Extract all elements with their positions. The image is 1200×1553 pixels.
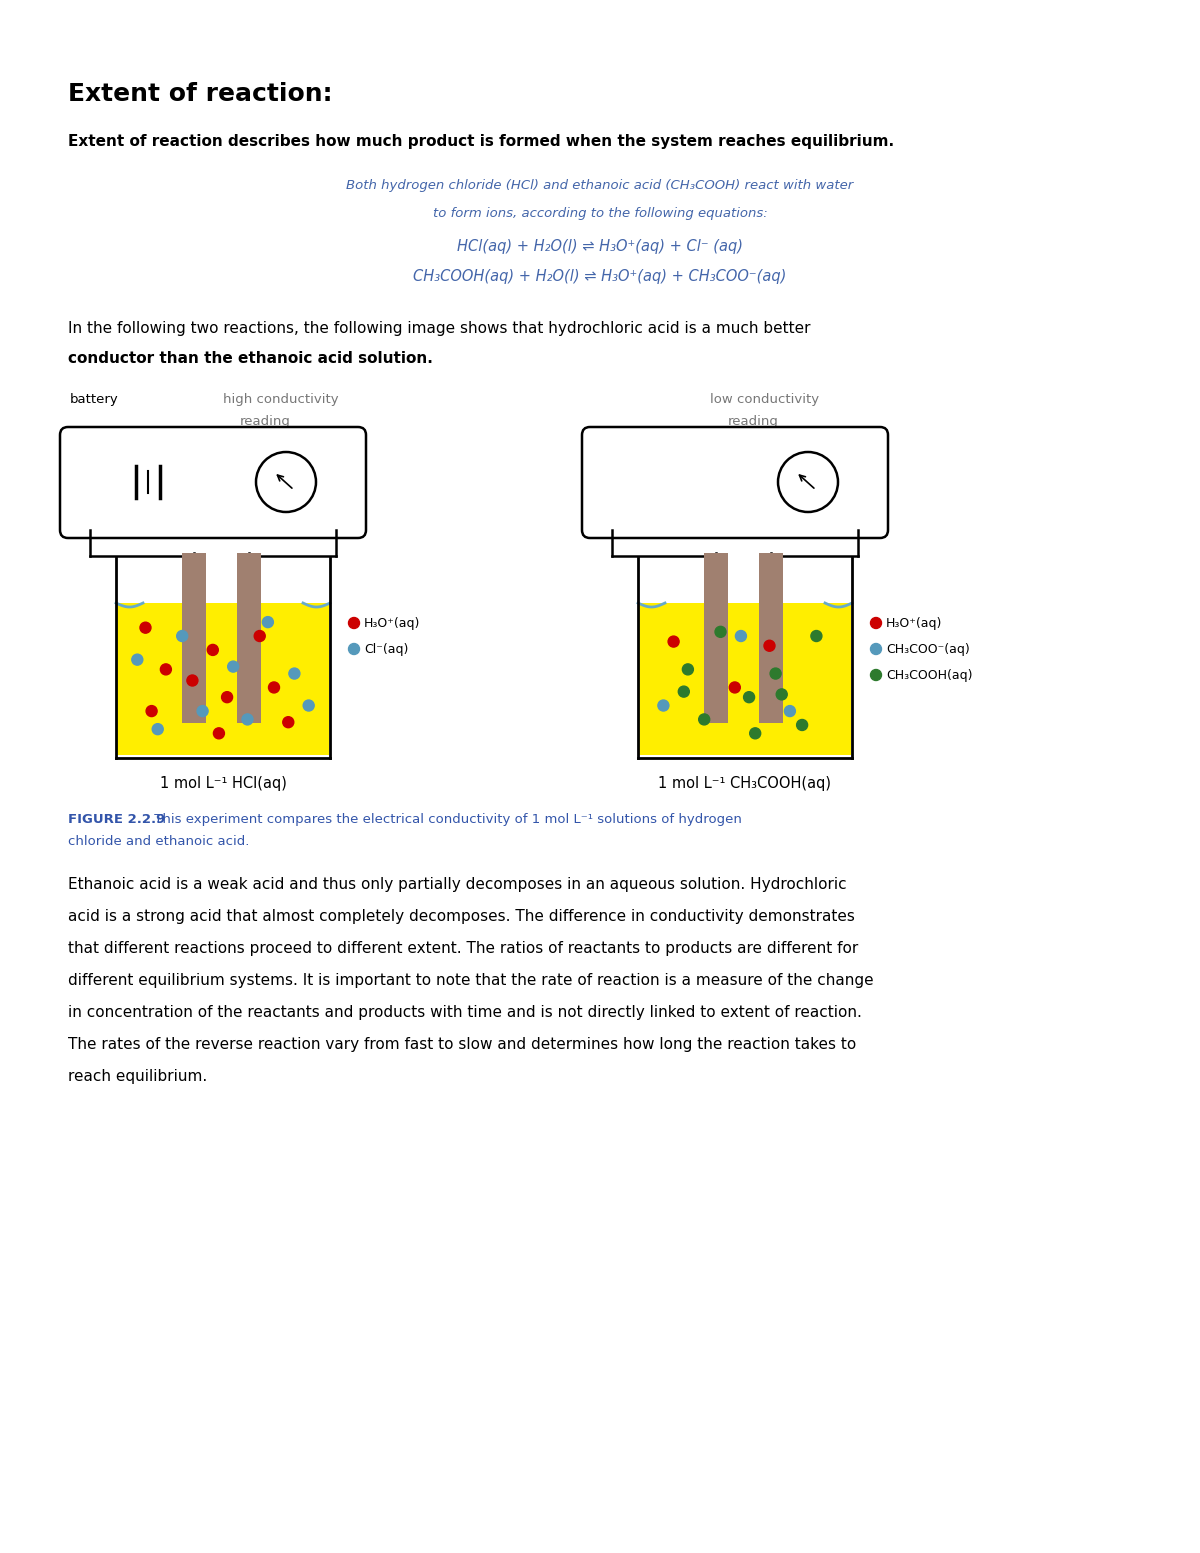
Circle shape	[658, 700, 668, 711]
Text: This experiment compares the electrical conductivity of 1 mol L⁻¹ solutions of h: This experiment compares the electrical …	[150, 814, 742, 826]
FancyBboxPatch shape	[704, 553, 728, 724]
Text: In the following two reactions, the following image shows that hydrochloric acid: In the following two reactions, the foll…	[68, 321, 810, 335]
Text: The rates of the reverse reaction vary from fast to slow and determines how long: The rates of the reverse reaction vary f…	[68, 1037, 857, 1051]
FancyBboxPatch shape	[182, 553, 206, 724]
Text: 1 mol L⁻¹ HCl(aq): 1 mol L⁻¹ HCl(aq)	[160, 776, 287, 790]
Circle shape	[785, 705, 796, 716]
Circle shape	[764, 640, 775, 651]
Circle shape	[776, 690, 787, 700]
Circle shape	[289, 668, 300, 679]
Circle shape	[811, 631, 822, 641]
Circle shape	[283, 716, 294, 728]
Circle shape	[187, 676, 198, 686]
Text: FIGURE 2.2.9: FIGURE 2.2.9	[68, 814, 166, 826]
Circle shape	[208, 644, 218, 655]
Circle shape	[870, 618, 882, 629]
Text: conductor than the ethanoic acid solution.: conductor than the ethanoic acid solutio…	[68, 351, 433, 367]
Circle shape	[304, 700, 314, 711]
FancyBboxPatch shape	[238, 553, 262, 724]
Circle shape	[146, 705, 157, 716]
Circle shape	[750, 728, 761, 739]
Circle shape	[797, 719, 808, 730]
Text: reading: reading	[728, 415, 779, 429]
Circle shape	[176, 631, 187, 641]
Circle shape	[242, 714, 253, 725]
Text: HCl(aq) + H₂O(l) ⇌ H₃O⁺(aq) + Cl⁻ (aq): HCl(aq) + H₂O(l) ⇌ H₃O⁺(aq) + Cl⁻ (aq)	[457, 239, 743, 255]
Circle shape	[668, 637, 679, 648]
Circle shape	[140, 623, 151, 634]
Text: chloride and ethanoic acid.: chloride and ethanoic acid.	[68, 836, 250, 848]
Circle shape	[161, 663, 172, 676]
Circle shape	[214, 728, 224, 739]
Circle shape	[770, 668, 781, 679]
Circle shape	[730, 682, 740, 693]
Circle shape	[222, 691, 233, 702]
Circle shape	[197, 705, 208, 716]
Circle shape	[256, 452, 316, 512]
Text: different equilibrium systems. It is important to note that the rate of reaction: different equilibrium systems. It is imp…	[68, 974, 874, 988]
Circle shape	[715, 626, 726, 637]
Text: reading: reading	[240, 415, 290, 429]
Text: CH₃COOH(aq): CH₃COOH(aq)	[886, 668, 972, 682]
Text: H₃O⁺(aq): H₃O⁺(aq)	[886, 617, 942, 629]
Circle shape	[254, 631, 265, 641]
Text: Both hydrogen chloride (HCl) and ethanoic acid (CH₃COOH) react with water: Both hydrogen chloride (HCl) and ethanoi…	[347, 179, 853, 193]
Circle shape	[132, 654, 143, 665]
Text: CH₃COOH(aq) + H₂O(l) ⇌ H₃O⁺(aq) + CH₃COO⁻(aq): CH₃COOH(aq) + H₂O(l) ⇌ H₃O⁺(aq) + CH₃COO…	[413, 269, 787, 284]
Text: Cl⁻(aq): Cl⁻(aq)	[364, 643, 408, 655]
Text: A: A	[803, 474, 812, 488]
Circle shape	[736, 631, 746, 641]
Circle shape	[678, 686, 689, 697]
Text: acid is a strong acid that almost completely decomposes. The difference in condu: acid is a strong acid that almost comple…	[68, 909, 854, 924]
Text: reach equilibrium.: reach equilibrium.	[68, 1068, 208, 1084]
Text: in concentration of the reactants and products with time and is not directly lin: in concentration of the reactants and pr…	[68, 1005, 862, 1020]
Text: low conductivity: low conductivity	[710, 393, 820, 405]
Text: 1 mol L⁻¹ CH₃COOH(aq): 1 mol L⁻¹ CH₃COOH(aq)	[659, 776, 832, 790]
Circle shape	[870, 643, 882, 654]
Text: Ethanoic acid is a weak acid and thus only partially decomposes in an aqueous so: Ethanoic acid is a weak acid and thus on…	[68, 877, 847, 891]
Polygon shape	[118, 603, 329, 755]
FancyBboxPatch shape	[582, 427, 888, 537]
Text: to form ions, according to the following equations:: to form ions, according to the following…	[433, 207, 767, 221]
Text: battery: battery	[70, 393, 119, 405]
Text: Extent of reaction describes how much product is formed when the system reaches : Extent of reaction describes how much pr…	[68, 134, 894, 149]
Circle shape	[744, 691, 755, 702]
Text: that different reactions proceed to different extent. The ratios of reactants to: that different reactions proceed to diff…	[68, 941, 858, 957]
Circle shape	[152, 724, 163, 735]
Circle shape	[698, 714, 709, 725]
Circle shape	[870, 669, 882, 680]
FancyBboxPatch shape	[60, 427, 366, 537]
Circle shape	[778, 452, 838, 512]
Circle shape	[269, 682, 280, 693]
Text: high conductivity: high conductivity	[223, 393, 338, 405]
Text: Extent of reaction:: Extent of reaction:	[68, 82, 332, 106]
Polygon shape	[640, 603, 851, 755]
Text: H₃O⁺(aq): H₃O⁺(aq)	[364, 617, 420, 629]
Circle shape	[348, 643, 360, 654]
Circle shape	[228, 662, 239, 672]
Circle shape	[263, 617, 274, 627]
Text: CH₃COO⁻(aq): CH₃COO⁻(aq)	[886, 643, 970, 655]
FancyBboxPatch shape	[760, 553, 784, 724]
Text: A: A	[281, 474, 290, 488]
Circle shape	[348, 618, 360, 629]
Circle shape	[683, 663, 694, 676]
